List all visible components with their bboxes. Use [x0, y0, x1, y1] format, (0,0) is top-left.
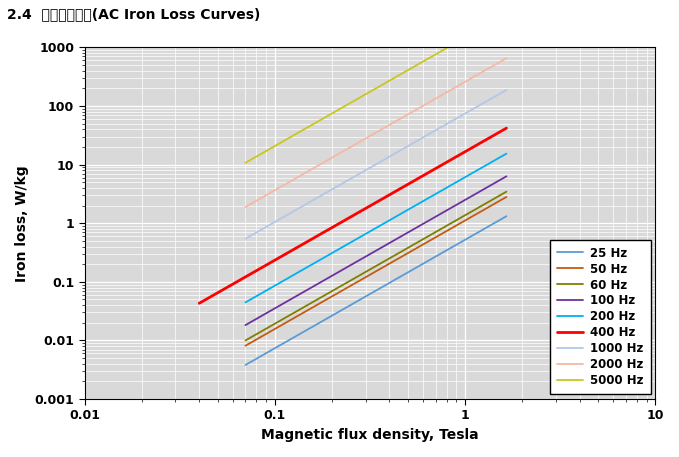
25 Hz — [252, 356, 260, 362]
25 Hz — [480, 226, 488, 232]
Line: 100 Hz: 100 Hz — [245, 176, 507, 325]
Y-axis label: Iron loss, W/kg: Iron loss, W/kg — [15, 165, 29, 282]
1000 Hz — [252, 230, 260, 235]
5000 Hz — [253, 153, 261, 159]
400 Hz — [253, 268, 261, 273]
5000 Hz — [279, 139, 287, 144]
400 Hz — [208, 293, 216, 299]
2000 Hz — [311, 165, 319, 170]
X-axis label: Magnetic flux density, Tesla: Magnetic flux density, Tesla — [261, 428, 479, 442]
200 Hz — [502, 151, 511, 156]
Line: 60 Hz: 60 Hz — [245, 191, 507, 340]
60 Hz — [502, 189, 511, 194]
400 Hz — [214, 290, 222, 296]
1000 Hz — [480, 100, 488, 106]
60 Hz — [257, 329, 265, 334]
400 Hz — [195, 301, 203, 306]
2000 Hz — [290, 176, 298, 182]
1000 Hz — [311, 197, 319, 202]
50 Hz — [502, 194, 511, 200]
25 Hz — [490, 221, 498, 226]
5000 Hz — [443, 45, 451, 51]
200 Hz — [257, 291, 265, 296]
100 Hz — [311, 283, 319, 288]
2000 Hz — [490, 63, 498, 69]
5000 Hz — [433, 51, 441, 57]
Line: 400 Hz: 400 Hz — [199, 128, 507, 303]
100 Hz — [480, 186, 488, 192]
2000 Hz — [480, 68, 488, 74]
Line: 5000 Hz: 5000 Hz — [245, 48, 447, 163]
50 Hz — [490, 202, 498, 207]
2000 Hz — [257, 195, 265, 201]
1000 Hz — [241, 236, 249, 241]
100 Hz — [252, 316, 260, 322]
60 Hz — [490, 197, 498, 202]
25 Hz — [290, 335, 298, 340]
60 Hz — [311, 298, 319, 303]
200 Hz — [241, 300, 249, 305]
50 Hz — [241, 343, 249, 348]
25 Hz — [311, 323, 319, 328]
50 Hz — [252, 337, 260, 342]
1000 Hz — [257, 227, 265, 233]
100 Hz — [502, 174, 511, 179]
Text: 2.4  交流鐵損曲線(AC Iron Loss Curves): 2.4 交流鐵損曲線(AC Iron Loss Curves) — [7, 7, 260, 21]
100 Hz — [290, 295, 298, 300]
200 Hz — [490, 159, 498, 164]
60 Hz — [241, 338, 249, 343]
50 Hz — [311, 303, 319, 309]
100 Hz — [257, 314, 265, 319]
200 Hz — [252, 294, 260, 299]
2000 Hz — [502, 55, 511, 61]
5000 Hz — [425, 55, 433, 61]
200 Hz — [290, 272, 298, 277]
5000 Hz — [249, 155, 257, 161]
50 Hz — [290, 315, 298, 321]
60 Hz — [480, 202, 488, 207]
Legend: 25 Hz, 50 Hz, 60 Hz, 100 Hz, 200 Hz, 400 Hz, 1000 Hz, 2000 Hz, 5000 Hz: 25 Hz, 50 Hz, 60 Hz, 100 Hz, 200 Hz, 400… — [550, 239, 650, 394]
50 Hz — [257, 334, 265, 340]
2000 Hz — [252, 198, 260, 204]
Line: 25 Hz: 25 Hz — [245, 216, 507, 365]
2000 Hz — [241, 204, 249, 210]
5000 Hz — [241, 160, 249, 165]
1000 Hz — [290, 208, 298, 214]
1000 Hz — [502, 87, 511, 93]
400 Hz — [476, 140, 484, 146]
5000 Hz — [295, 129, 303, 135]
60 Hz — [290, 310, 298, 315]
50 Hz — [480, 207, 488, 213]
25 Hz — [257, 353, 265, 359]
100 Hz — [490, 181, 498, 186]
400 Hz — [487, 134, 495, 140]
Line: 50 Hz: 50 Hz — [245, 197, 507, 345]
25 Hz — [502, 213, 511, 219]
400 Hz — [277, 254, 285, 260]
200 Hz — [311, 260, 319, 266]
Line: 1000 Hz: 1000 Hz — [245, 90, 507, 239]
100 Hz — [241, 322, 249, 328]
1000 Hz — [490, 95, 498, 100]
400 Hz — [502, 125, 511, 131]
60 Hz — [252, 332, 260, 337]
Line: 2000 Hz: 2000 Hz — [245, 58, 507, 207]
Line: 200 Hz: 200 Hz — [245, 154, 507, 303]
200 Hz — [480, 164, 488, 169]
25 Hz — [241, 362, 249, 368]
